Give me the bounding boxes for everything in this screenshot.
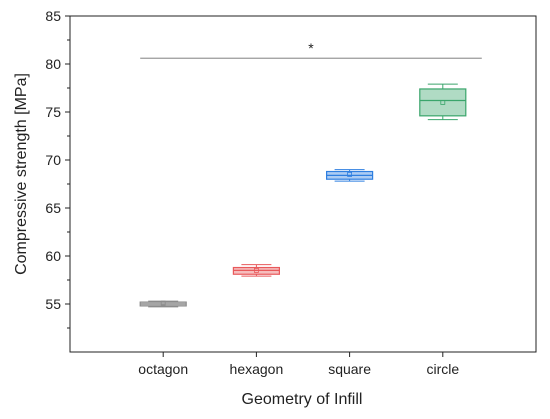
- box-circle: [419, 83, 467, 121]
- mean-marker: [347, 171, 353, 177]
- significance-bracket: *: [140, 40, 482, 59]
- x-tick-label: square: [328, 361, 371, 377]
- significance-star: *: [308, 40, 314, 56]
- box-hexagon: [232, 264, 280, 277]
- y-tick-label: 80: [45, 56, 61, 72]
- y-tick-label: 55: [45, 296, 61, 312]
- x-axis-title: Geometry of Infill: [242, 391, 363, 408]
- mean-marker: [253, 267, 259, 273]
- box-body: [419, 88, 467, 117]
- y-axis: 55 60 65 70 75 80 85: [45, 8, 70, 329]
- y-tick-label: 70: [45, 152, 61, 168]
- box-square: [326, 169, 374, 182]
- mean-marker: [440, 100, 446, 105]
- box-octagon: [139, 300, 187, 308]
- mean-marker: [160, 300, 166, 306]
- y-axis-title: Compressive strength [MPa]: [13, 73, 30, 275]
- y-tick-label: 60: [45, 248, 61, 264]
- x-axis: octagon hexagon square circle: [138, 352, 459, 377]
- x-tick-label: octagon: [138, 361, 188, 377]
- y-tick-label: 65: [45, 200, 61, 216]
- y-tick-label: 75: [45, 104, 61, 120]
- y-tick-label: 85: [45, 8, 61, 24]
- boxes: [139, 83, 467, 308]
- x-tick-label: circle: [426, 361, 459, 377]
- x-tick-label: hexagon: [230, 361, 284, 377]
